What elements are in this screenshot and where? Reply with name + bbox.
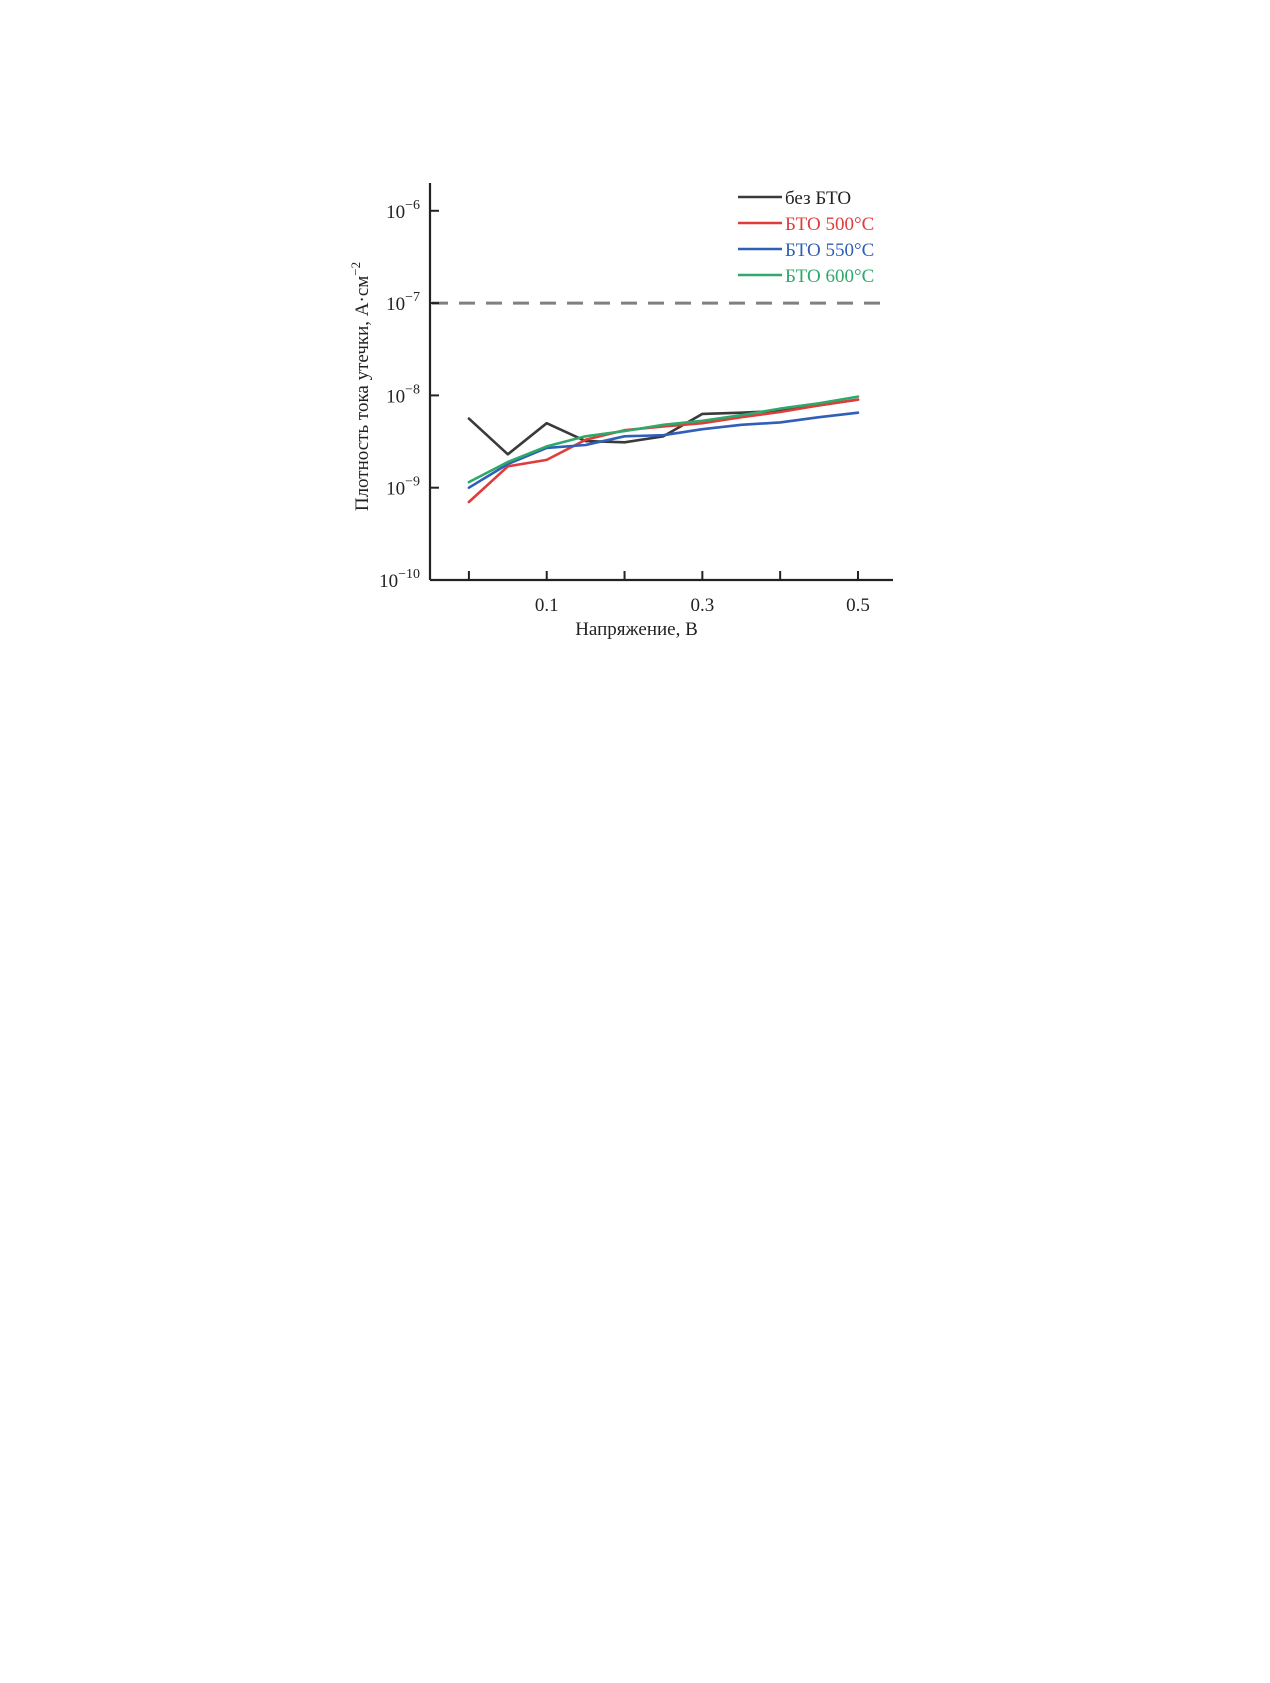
legend: без БТО БТО 500°C БТО 550°C БТО 600°C — [738, 188, 874, 287]
y-tick-label: 10−10 — [379, 567, 420, 592]
y-tick-base: 10 — [386, 386, 405, 407]
y-tick-label: 10−9 — [386, 475, 420, 500]
legend-label: БТО 500°C — [785, 214, 874, 235]
x-tick-label: 0.1 — [535, 595, 559, 616]
x-tick-label: 0.3 — [690, 595, 714, 616]
y-tick-label: 10−7 — [386, 290, 420, 315]
y-tick-exponent: −6 — [405, 198, 420, 213]
y-tick-exponent: −10 — [398, 567, 420, 582]
x-axis-title: Напряжение, В — [575, 619, 698, 640]
y-tick-base: 10 — [379, 571, 398, 592]
y-axis-title-main: Плотность тока утечки, А·см — [352, 276, 373, 511]
x-ticks: 0.1 0.3 0.5 — [467, 571, 870, 616]
series-line-3 — [467, 411, 860, 490]
y-tick-label: 10−6 — [386, 198, 420, 223]
legend-label: БТО 550°C — [785, 240, 874, 261]
legend-label: БТО 600°C — [785, 266, 874, 287]
series-line-2 — [467, 398, 860, 504]
series-layer — [467, 395, 860, 504]
y-axis-title-superscript: −2 — [348, 262, 363, 276]
y-tick-exponent: −8 — [405, 382, 420, 397]
series-line-4 — [467, 395, 860, 484]
y-tick-exponent: −9 — [405, 475, 420, 490]
y-tick-base: 10 — [386, 202, 405, 223]
y-tick-base: 10 — [386, 479, 405, 500]
y-tick-label: 10−8 — [386, 382, 420, 407]
y-tick-base: 10 — [386, 294, 405, 315]
axes-layer — [428, 183, 893, 582]
legend-label: без БТО — [785, 188, 851, 209]
x-tick-label: 0.5 — [846, 595, 870, 616]
y-tick-exponent: −7 — [405, 290, 420, 305]
y-axis-title: Плотность тока утечки, А·см−2 — [348, 262, 373, 511]
